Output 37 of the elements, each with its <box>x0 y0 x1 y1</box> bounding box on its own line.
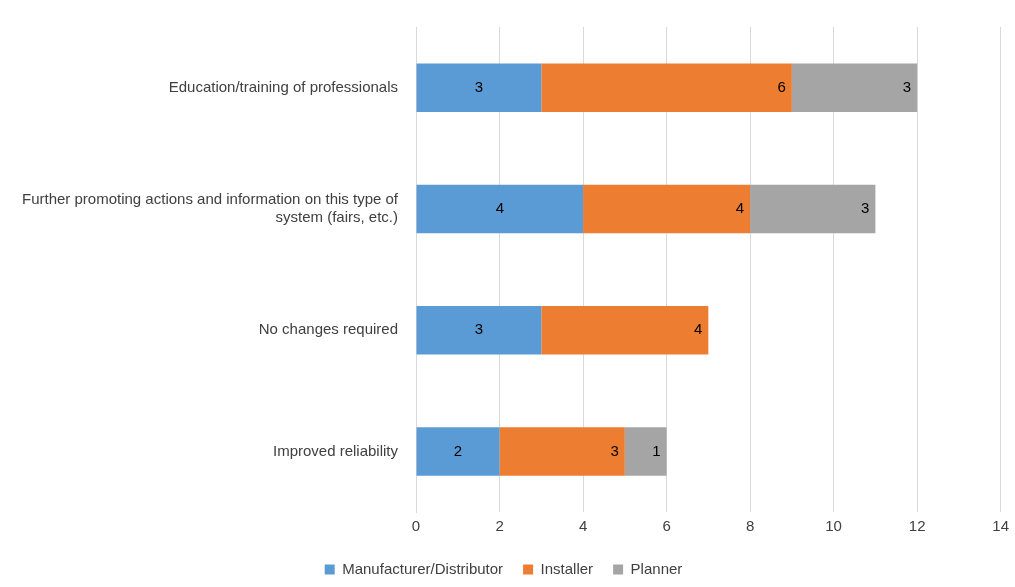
data-label: 3 <box>474 77 484 95</box>
bar <box>416 427 500 476</box>
x-tick-label: 6 <box>662 517 671 535</box>
data-label: 6 <box>777 77 786 95</box>
data-label: 1 <box>652 441 661 459</box>
x-tick-label: 4 <box>578 517 588 535</box>
data-label: 3 <box>902 77 912 95</box>
bar <box>541 305 709 355</box>
bar <box>791 63 918 112</box>
y-tick-label: Improved reliability <box>272 441 399 459</box>
data-label: 3 <box>861 199 870 217</box>
bar <box>583 184 751 234</box>
x-tick-label: 14 <box>992 517 1009 535</box>
bar <box>541 63 792 112</box>
y-tick-label: Education/training of professionals <box>168 77 399 95</box>
bar <box>416 184 584 234</box>
data-label: 4 <box>694 320 703 338</box>
data-label: 3 <box>474 320 484 338</box>
x-tick-label: 10 <box>825 517 842 535</box>
bar <box>624 427 667 476</box>
data-label: 3 <box>610 441 619 459</box>
legend-label: Installer <box>540 559 594 577</box>
x-tick-label: 8 <box>745 517 755 535</box>
y-tick-label: No changes required <box>258 320 399 338</box>
data-label: 4 <box>495 199 504 217</box>
legend-label: Planner <box>630 559 683 577</box>
x-tick-label: 2 <box>495 517 504 535</box>
x-tick-label: 12 <box>908 517 926 535</box>
bar <box>499 427 625 476</box>
bar <box>416 63 542 112</box>
data-label: 2 <box>453 441 463 459</box>
data-label: 4 <box>735 199 745 217</box>
y-tick-label: Further promoting actions and information on this type of system (fairs, etc.) <box>21 190 399 226</box>
bar <box>416 305 542 355</box>
x-tick-label: 0 <box>411 517 421 535</box>
legend-label: Manufacturer/Distributor <box>342 559 504 577</box>
bar <box>750 184 876 234</box>
